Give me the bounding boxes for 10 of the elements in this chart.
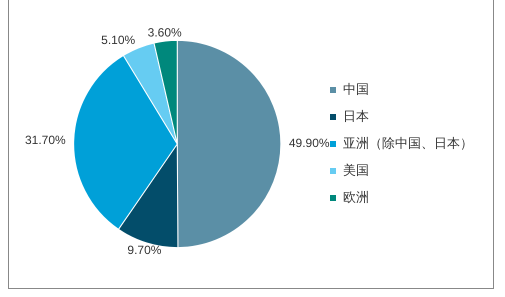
data-label: 5.10% — [101, 32, 136, 47]
data-label: 9.70% — [127, 242, 162, 257]
legend-label: 亚洲（除中国、日本） — [343, 136, 473, 152]
legend-label: 欧洲 — [343, 190, 369, 206]
legend-label: 日本 — [343, 109, 369, 124]
legend-label: 美国 — [343, 162, 369, 178]
data-label: 31.70% — [24, 133, 66, 148]
legend-label: 中国 — [343, 82, 369, 98]
data-label: 49.90% — [288, 136, 330, 150]
data-label: 3.60% — [148, 25, 182, 40]
